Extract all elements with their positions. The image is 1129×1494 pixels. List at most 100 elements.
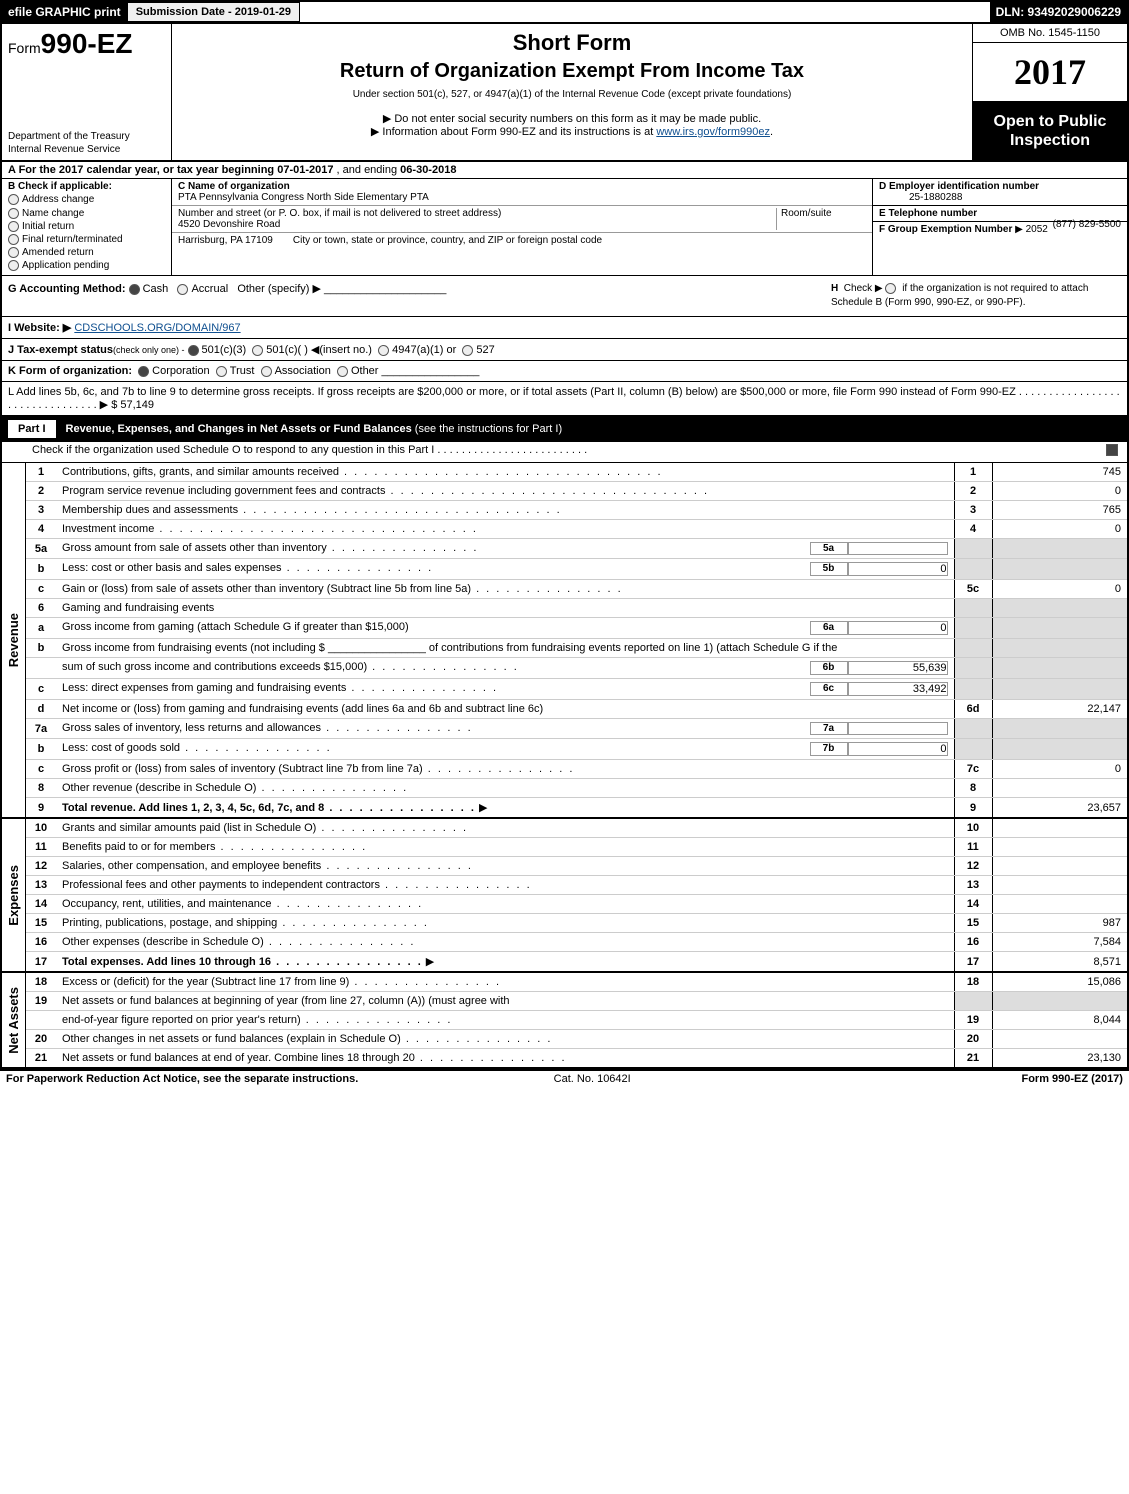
opt-trust: Trust <box>230 365 255 377</box>
insert-no: ◀(insert no.) <box>311 344 372 356</box>
part1-title: Revenue, Expenses, and Changes in Net As… <box>66 423 412 435</box>
l-text: L Add lines 5b, 6c, and 7b to line 9 to … <box>8 386 1120 411</box>
part1-checktext: Check if the organization used Schedule … <box>32 444 587 456</box>
k-row: K Form of organization: Corporation Trus… <box>2 361 1127 382</box>
accounting-row: G Accounting Method: Cash Accrual Other … <box>2 276 1127 317</box>
b-label: B Check if applicable: <box>8 181 112 192</box>
opt-corp: Corporation <box>152 365 209 377</box>
chk-final-return[interactable]: Final return/terminated <box>8 234 165 245</box>
org-name: PTA Pennsylvania Congress North Side Ele… <box>178 192 429 203</box>
chk-name-change[interactable]: Name change <box>8 208 165 219</box>
chk-address-change[interactable]: Address change <box>8 194 165 205</box>
tax-exempt-row: J Tax-exempt status(check only one) - 50… <box>2 339 1127 361</box>
check-left: B Check if applicable: Address change Na… <box>2 179 172 275</box>
radio-501c3[interactable] <box>188 345 199 356</box>
tax-year: 2017 <box>973 43 1127 102</box>
chk-schedule-o[interactable] <box>1106 444 1118 456</box>
line-2: 2Program service revenue including gover… <box>26 482 1127 501</box>
footer-left: For Paperwork Reduction Act Notice, see … <box>6 1073 358 1085</box>
dln-label: DLN: 93492029006229 <box>990 2 1127 22</box>
radio-association[interactable] <box>261 366 272 377</box>
chk-initial-return[interactable]: Initial return <box>8 221 165 232</box>
revenue-section: Revenue 1Contributions, gifts, grants, a… <box>2 463 1127 819</box>
h-check-text: Check ▶ <box>844 283 883 294</box>
line-10: 10Grants and similar amounts paid (list … <box>26 819 1127 838</box>
footer-catno: Cat. No. 10642I <box>554 1073 631 1085</box>
part1-subtitle: (see the instructions for Part I) <box>415 423 562 435</box>
opt-501c3: 501(c)(3) <box>202 344 247 356</box>
line-5b: bLess: cost or other basis and sales exp… <box>26 559 1127 580</box>
radio-527[interactable] <box>462 345 473 356</box>
revenue-side-label: Revenue <box>2 463 26 817</box>
note-info: ▶ Information about Form 990-EZ and its … <box>182 125 962 138</box>
chk-schedule-b[interactable] <box>885 283 896 294</box>
website-link[interactable]: CDSCHOOLS.ORG/DOMAIN/967 <box>74 322 240 334</box>
line-5a: 5aGross amount from sale of assets other… <box>26 539 1127 559</box>
radio-accrual[interactable] <box>177 284 188 295</box>
form-header: Form990-EZ Department of the Treasury In… <box>2 24 1127 162</box>
part1-header: Part I Revenue, Expenses, and Changes in… <box>2 416 1127 442</box>
note-info-prefix: ▶ Information about Form 990-EZ and its … <box>371 126 656 138</box>
opt-4947: 4947(a)(1) or <box>392 344 456 356</box>
f-arrow: ▶ <box>1015 224 1023 235</box>
ein-cell: D Employer identification number 25-1880… <box>873 179 1127 206</box>
chk-amended-return[interactable]: Amended return <box>8 247 165 258</box>
org-address: 4520 Devonshire Road <box>178 219 280 230</box>
line-6d: dNet income or (loss) from gaming and fu… <box>26 700 1127 719</box>
line-14: 14Occupancy, rent, utilities, and mainte… <box>26 895 1127 914</box>
footer-form: Form 990-EZ (2017) <box>1021 1073 1122 1085</box>
radio-corporation[interactable] <box>138 366 149 377</box>
radio-501c[interactable] <box>252 345 263 356</box>
radio-trust[interactable] <box>216 366 227 377</box>
note-info-suffix: . <box>770 126 773 138</box>
phone-value: (877) 829-5500 <box>1053 219 1121 230</box>
form-prefix: Form <box>8 40 41 56</box>
opt-assoc: Association <box>275 365 331 377</box>
net-assets-table: 18Excess or (deficit) for the year (Subt… <box>26 973 1127 1067</box>
period-end: 06-30-2018 <box>400 164 456 176</box>
line-6c: cLess: direct expenses from gaming and f… <box>26 679 1127 700</box>
line-21: 21Net assets or fund balances at end of … <box>26 1049 1127 1068</box>
c-label: C Name of organization <box>178 181 290 192</box>
org-block: C Name of organization PTA Pennsylvania … <box>172 179 872 275</box>
h-label: H <box>831 283 838 294</box>
submission-date: Submission Date - 2019-01-29 <box>127 2 300 22</box>
line-7c: cGross profit or (loss) from sales of in… <box>26 760 1127 779</box>
part1-label: Part I <box>8 420 56 438</box>
j-sub: (check only one) - <box>113 345 185 355</box>
opt-cash: Cash <box>143 283 169 295</box>
radio-4947[interactable] <box>378 345 389 356</box>
line-7a: 7aGross sales of inventory, less returns… <box>26 719 1127 739</box>
line-16: 16Other expenses (describe in Schedule O… <box>26 933 1127 952</box>
period-a-label: A For the 2017 calendar year, or tax yea… <box>8 164 277 176</box>
line-17: 17Total expenses. Add lines 10 through 1… <box>26 952 1127 972</box>
line-11: 11Benefits paid to or for members11 <box>26 838 1127 857</box>
revenue-table: 1Contributions, gifts, grants, and simil… <box>26 463 1127 817</box>
line-19b: end-of-year figure reported on prior yea… <box>26 1011 1127 1030</box>
radio-other-org[interactable] <box>337 366 348 377</box>
period-mid: , and ending <box>337 164 401 176</box>
line-19: 19Net assets or fund balances at beginni… <box>26 992 1127 1011</box>
opt-accrual: Accrual <box>191 283 228 295</box>
line-7b: bLess: cost of goods sold7b0 <box>26 739 1127 760</box>
opt-501c: 501(c)( ) <box>266 344 308 356</box>
expenses-section: Expenses 10Grants and similar amounts pa… <box>2 819 1127 973</box>
org-city: Harrisburg, PA 17109 <box>178 235 273 246</box>
j-label: J Tax-exempt status <box>8 344 113 356</box>
period-row: A For the 2017 calendar year, or tax yea… <box>2 162 1127 179</box>
header-left: Form990-EZ Department of the Treasury In… <box>2 24 172 160</box>
website-row: I Website: ▶ CDSCHOOLS.ORG/DOMAIN/967 <box>2 317 1127 339</box>
info-link[interactable]: www.irs.gov/form990ez <box>656 126 770 138</box>
line-6: 6Gaming and fundraising events <box>26 599 1127 618</box>
radio-cash[interactable] <box>129 284 140 295</box>
line-8: 8Other revenue (describe in Schedule O)8 <box>26 779 1127 798</box>
efile-print-label: efile GRAPHIC print <box>2 2 127 22</box>
chk-application-pending[interactable]: Application pending <box>8 260 165 271</box>
g-label: G Accounting Method: <box>8 283 126 295</box>
form-title: Return of Organization Exempt From Incom… <box>182 60 962 83</box>
g-block: G Accounting Method: Cash Accrual Other … <box>8 282 831 310</box>
line-6a: aGross income from gaming (attach Schedu… <box>26 618 1127 639</box>
net-assets-side-label: Net Assets <box>2 973 26 1067</box>
check-right: D Employer identification number 25-1880… <box>872 179 1127 275</box>
line-6b2: sum of such gross income and contributio… <box>26 658 1127 679</box>
